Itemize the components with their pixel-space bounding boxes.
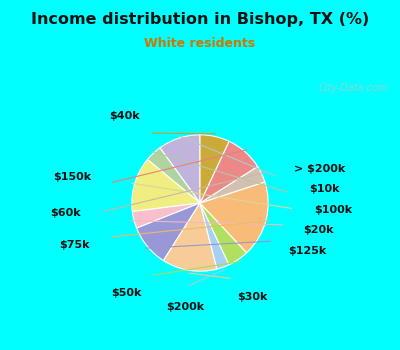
Text: $10k: $10k: [309, 184, 340, 194]
Wedge shape: [132, 160, 200, 211]
Wedge shape: [160, 135, 200, 203]
Wedge shape: [148, 148, 200, 203]
Wedge shape: [200, 141, 258, 203]
Text: $30k: $30k: [238, 292, 268, 302]
Text: $100k: $100k: [314, 205, 353, 215]
Text: $75k: $75k: [59, 240, 90, 250]
Text: $150k: $150k: [53, 172, 91, 182]
Text: $40k: $40k: [109, 111, 140, 121]
Text: $125k: $125k: [289, 246, 327, 256]
Text: City-Data.com: City-Data.com: [318, 83, 388, 93]
Text: $60k: $60k: [50, 208, 81, 218]
Wedge shape: [200, 203, 229, 269]
Wedge shape: [132, 203, 200, 228]
Text: $20k: $20k: [304, 225, 334, 235]
Text: $200k: $200k: [166, 302, 204, 312]
Wedge shape: [164, 203, 217, 271]
Text: $50k: $50k: [112, 288, 142, 298]
Wedge shape: [200, 135, 229, 203]
Text: > $200k: > $200k: [294, 164, 345, 174]
Wedge shape: [200, 167, 265, 203]
Wedge shape: [200, 203, 247, 265]
Wedge shape: [136, 203, 200, 261]
Text: Income distribution in Bishop, TX (%): Income distribution in Bishop, TX (%): [31, 12, 369, 27]
Wedge shape: [200, 182, 268, 253]
Text: White residents: White residents: [144, 37, 256, 50]
